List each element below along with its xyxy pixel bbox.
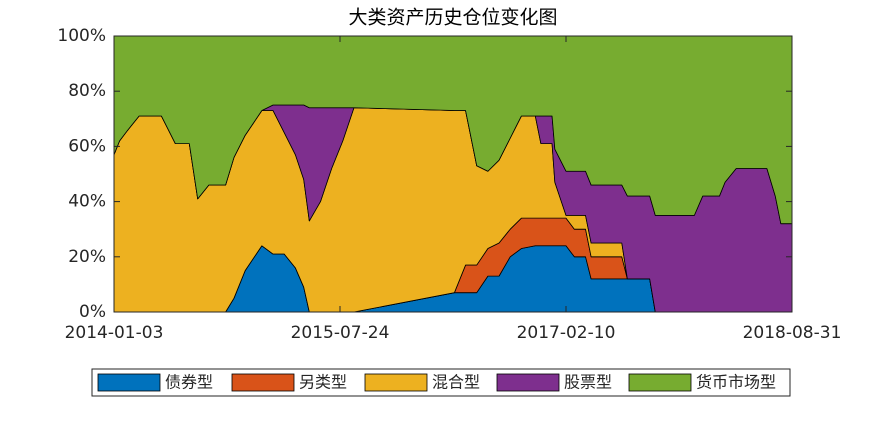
legend-swatch — [364, 373, 428, 392]
x-tick-label: 2015-07-24 — [291, 323, 390, 343]
legend-swatch — [97, 373, 161, 392]
axes-box — [113, 35, 793, 313]
y-tick-label: 80% — [68, 81, 106, 101]
legend-label: 股票型 — [564, 373, 612, 392]
y-tick-label: 40% — [68, 192, 106, 212]
y-tick-label: 20% — [68, 247, 106, 267]
y-tick-label: 0% — [79, 302, 106, 322]
legend-label: 另类型 — [299, 373, 347, 392]
y-tick-label: 100% — [57, 26, 106, 46]
legend-swatch — [496, 373, 560, 392]
legend-box — [91, 368, 791, 397]
legend-label: 债券型 — [165, 373, 213, 392]
x-tick-label: 2017-02-10 — [517, 323, 616, 343]
legend-swatch — [231, 373, 295, 392]
legend-swatch — [628, 373, 692, 392]
x-tick-label: 2014-01-03 — [65, 323, 164, 343]
chart-title: 大类资产历史仓位变化图 — [348, 7, 557, 29]
legend-label: 货币市场型 — [696, 373, 776, 392]
x-tick-label: 2018-08-31 — [743, 323, 842, 343]
y-tick-label: 60% — [68, 136, 106, 156]
legend-label: 混合型 — [432, 373, 480, 392]
